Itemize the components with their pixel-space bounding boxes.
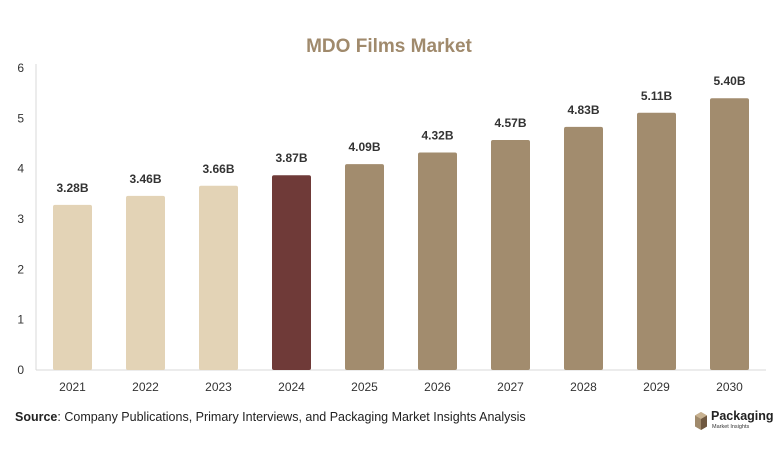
x-tick-label: 2024 (278, 380, 305, 394)
bar-2029 (637, 112, 676, 371)
x-tick-label: 2026 (424, 380, 451, 394)
data-label: 4.83B (567, 103, 599, 117)
bar-2030 (710, 98, 749, 370)
y-tick-label: 1 (17, 313, 24, 327)
x-tick-label: 2021 (59, 380, 86, 394)
x-axis: 2021 2022 2023 2024 2025 2026 2027 2028 2029 2030 (36, 369, 766, 394)
data-label: 4.32B (421, 129, 453, 143)
bar-2022 (126, 195, 165, 370)
data-label: 3.66B (202, 162, 234, 176)
source-text: : Company Publications, Primary Intervie… (57, 410, 526, 424)
x-tick-label: 2023 (205, 380, 232, 394)
y-tick-label: 2 (17, 262, 24, 276)
logo-name: Packaging (711, 409, 774, 423)
bar-2027 (491, 139, 530, 370)
bar-2024 (272, 175, 311, 370)
bar-2023 (199, 185, 238, 370)
y-tick-label: 4 (17, 162, 24, 176)
source-label: Source (15, 410, 58, 424)
y-tick-label: 0 (17, 363, 24, 377)
y-tick-label: 6 (17, 61, 24, 75)
x-tick-label: 2028 (570, 380, 597, 394)
logo: Packaging Market Insights (694, 409, 774, 439)
x-tick-label: 2022 (132, 380, 159, 394)
bars (53, 98, 749, 371)
x-tick-label: 2029 (643, 380, 670, 394)
y-tick-label: 3 (17, 212, 24, 226)
data-label: 5.40B (713, 74, 745, 88)
box-icon (695, 412, 707, 430)
data-label: 3.46B (129, 172, 161, 186)
y-axis: 0 1 2 3 4 5 6 (17, 61, 37, 377)
data-labels: 3.28B 3.46B 3.66B 3.87B 4.09B 4.32B 4.57B 4.83B… (56, 74, 745, 195)
data-label: 4.57B (494, 116, 526, 130)
bar-2026 (418, 152, 457, 370)
chart-title: MDO Films Market (306, 36, 472, 57)
data-label: 3.28B (56, 181, 88, 195)
bar-2021 (53, 204, 92, 370)
bar-2025 (345, 164, 384, 370)
x-tick-label: 2030 (716, 380, 743, 394)
logo-subtitle: Market Insights (712, 424, 750, 430)
data-label: 5.11B (641, 89, 673, 103)
x-tick-label: 2027 (497, 380, 524, 394)
data-label: 4.09B (348, 140, 380, 154)
y-tick-label: 5 (17, 111, 24, 125)
source-note: Source: Company Publications, Primary In… (15, 410, 526, 424)
data-label: 3.87B (275, 151, 307, 165)
x-tick-label: 2025 (351, 380, 378, 394)
bar-2028 (564, 126, 603, 370)
